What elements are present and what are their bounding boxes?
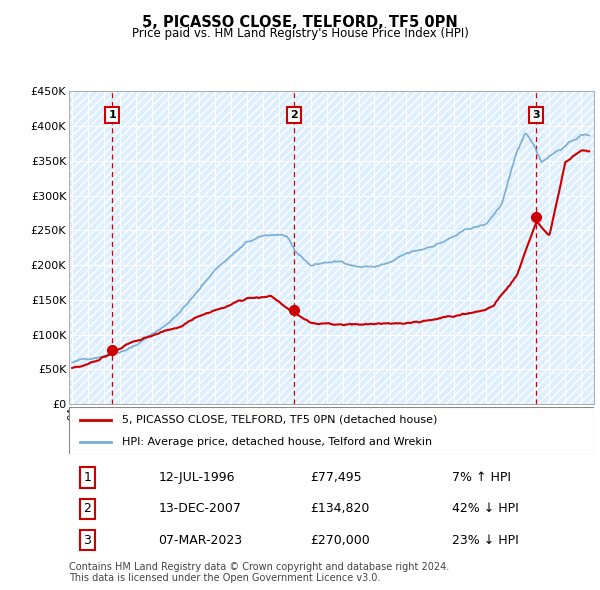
Text: £77,495: £77,495 — [311, 471, 362, 484]
Text: 5, PICASSO CLOSE, TELFORD, TF5 0PN (detached house): 5, PICASSO CLOSE, TELFORD, TF5 0PN (deta… — [121, 415, 437, 425]
Text: 7% ↑ HPI: 7% ↑ HPI — [452, 471, 511, 484]
Text: £270,000: £270,000 — [311, 533, 370, 546]
Text: 13-DEC-2007: 13-DEC-2007 — [158, 502, 241, 516]
Text: 12-JUL-1996: 12-JUL-1996 — [158, 471, 235, 484]
Text: 2: 2 — [83, 502, 91, 516]
Text: HPI: Average price, detached house, Telford and Wrekin: HPI: Average price, detached house, Telf… — [121, 437, 431, 447]
Text: 1: 1 — [109, 110, 116, 120]
Text: 3: 3 — [533, 110, 540, 120]
Text: 07-MAR-2023: 07-MAR-2023 — [158, 533, 242, 546]
Text: 2: 2 — [290, 110, 298, 120]
Text: 1: 1 — [83, 471, 91, 484]
Text: Contains HM Land Registry data © Crown copyright and database right 2024.
This d: Contains HM Land Registry data © Crown c… — [69, 562, 449, 584]
Text: 3: 3 — [83, 533, 91, 546]
Text: 42% ↓ HPI: 42% ↓ HPI — [452, 502, 519, 516]
Text: £134,820: £134,820 — [311, 502, 370, 516]
Text: 23% ↓ HPI: 23% ↓ HPI — [452, 533, 519, 546]
Text: Price paid vs. HM Land Registry's House Price Index (HPI): Price paid vs. HM Land Registry's House … — [131, 27, 469, 40]
Text: 5, PICASSO CLOSE, TELFORD, TF5 0PN: 5, PICASSO CLOSE, TELFORD, TF5 0PN — [142, 15, 458, 30]
